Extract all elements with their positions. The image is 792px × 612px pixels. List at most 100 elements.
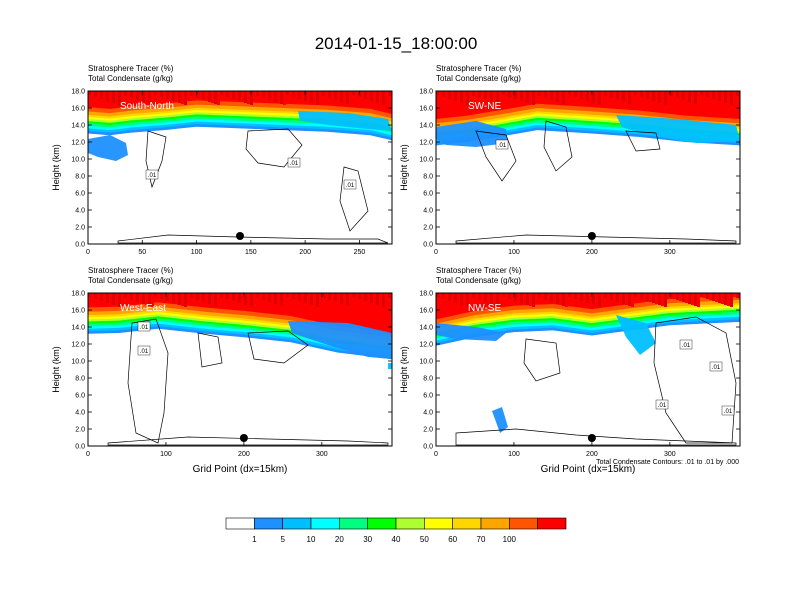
tracer-strip bbox=[199, 91, 202, 99]
tracer-strip bbox=[148, 293, 151, 306]
tracer-strip bbox=[550, 293, 553, 302]
tracer-strip bbox=[595, 91, 598, 104]
tracer-strip bbox=[169, 293, 172, 302]
tracer-strip bbox=[586, 293, 589, 303]
tracer-strip bbox=[352, 91, 355, 95]
tracer-strip bbox=[121, 293, 124, 297]
y-tick-label: 0.0 bbox=[423, 242, 433, 249]
tracer-strip bbox=[103, 293, 106, 302]
tracer-blob bbox=[616, 115, 740, 143]
x-tick-label: 150 bbox=[245, 249, 257, 256]
panel-title-tracer: Stratosphere Tracer (%) bbox=[88, 266, 174, 275]
tracer-strip bbox=[703, 91, 706, 96]
tracer-blob bbox=[88, 135, 128, 161]
tracer-strip bbox=[295, 293, 298, 300]
y-tick-label: 10.0 bbox=[71, 157, 85, 164]
contour-label-box bbox=[679, 339, 693, 350]
tracer-strip bbox=[688, 91, 691, 102]
panel-title-condensate: Total Condensate (g/kg) bbox=[436, 74, 521, 83]
tracer-strip bbox=[577, 91, 580, 98]
tracer-strip bbox=[190, 91, 193, 96]
tracer-blob bbox=[436, 121, 508, 147]
tracer-strip bbox=[265, 293, 268, 301]
tracer-strip bbox=[181, 91, 184, 104]
tracer-strip bbox=[517, 293, 520, 302]
cross-section-label: NW-SE bbox=[468, 303, 501, 314]
tracer-strip bbox=[127, 91, 130, 97]
tracer-strip bbox=[388, 293, 391, 298]
condensate-contour bbox=[117, 234, 389, 244]
tracer-strip bbox=[115, 293, 118, 306]
tracer-strip bbox=[91, 293, 94, 298]
tracer-strip bbox=[469, 293, 472, 297]
tracer-strip bbox=[628, 293, 631, 306]
tracer-strip bbox=[202, 91, 205, 100]
tracer-strip bbox=[679, 91, 682, 99]
tracer-strip bbox=[457, 91, 460, 102]
tracer-strip bbox=[667, 91, 670, 95]
tracer-strip bbox=[532, 293, 535, 307]
y-tick-label: 2.0 bbox=[423, 225, 433, 232]
condensate-contour bbox=[455, 234, 737, 244]
tracer-strip bbox=[385, 293, 388, 297]
colorbar-label: 30 bbox=[363, 535, 372, 544]
x-tick-label: 200 bbox=[586, 451, 598, 458]
tracer-strip bbox=[703, 293, 706, 298]
y-tick-label: 18.0 bbox=[419, 89, 433, 96]
tracer-strip bbox=[331, 293, 334, 301]
tracer-strip bbox=[547, 293, 550, 301]
y-tick-label: 2.0 bbox=[75, 225, 85, 232]
x-tick-label: 100 bbox=[160, 451, 172, 458]
tracer-strip bbox=[502, 293, 505, 297]
tracer-strip bbox=[463, 293, 466, 306]
tracer-strip bbox=[313, 293, 316, 306]
tracer-strip bbox=[511, 293, 514, 300]
tracer-strip bbox=[715, 91, 718, 100]
y-axis-label: Height (km) bbox=[399, 346, 409, 393]
y-tick-label: 0.0 bbox=[423, 444, 433, 451]
tracer-strip bbox=[151, 91, 154, 105]
tracer-strip bbox=[322, 91, 325, 96]
tracer-strip bbox=[487, 91, 490, 101]
y-tick-label: 4.0 bbox=[423, 208, 433, 215]
contour-label: .01 bbox=[658, 403, 667, 409]
tracer-strip bbox=[292, 91, 295, 97]
x-tick-label: 200 bbox=[238, 451, 250, 458]
tracer-strip bbox=[472, 293, 475, 298]
x-tick-label: 0 bbox=[86, 249, 90, 256]
tracer-strip bbox=[475, 91, 478, 97]
tracer-strip bbox=[682, 91, 685, 100]
tracer-strip bbox=[589, 91, 592, 102]
contour-label-box bbox=[343, 179, 357, 190]
contour-label-box bbox=[655, 399, 669, 410]
tracer-strip bbox=[205, 91, 208, 101]
tracer-strip bbox=[502, 91, 505, 95]
tracer-strip bbox=[454, 91, 457, 101]
tracer-strip bbox=[253, 91, 256, 95]
tracer-strip bbox=[724, 91, 727, 103]
y-axis-label: Height (km) bbox=[399, 144, 409, 191]
contour-label: .01 bbox=[712, 365, 721, 371]
tracer-strip bbox=[688, 293, 691, 304]
contour-label: .01 bbox=[346, 183, 355, 189]
plot-frame bbox=[87, 292, 393, 447]
tracer-strip bbox=[601, 293, 604, 297]
panel-title-condensate: Total Condensate (g/kg) bbox=[88, 276, 173, 285]
colorbar: 1 5 10 20 30 40 50 60 70 100 bbox=[225, 517, 567, 544]
plot-frame bbox=[435, 292, 741, 447]
y-axis-label: Height (km) bbox=[51, 346, 61, 393]
x-axis-label: Grid Point (dx=15km) bbox=[541, 464, 636, 475]
location-marker bbox=[587, 232, 596, 240]
tracer-strip bbox=[613, 91, 616, 99]
tracer-strip bbox=[649, 293, 652, 302]
x-axis-label: Grid Point (dx=15km) bbox=[193, 464, 288, 475]
tracer-strip bbox=[733, 293, 736, 297]
y-tick-label: 8.0 bbox=[423, 376, 433, 383]
tracer-strip bbox=[220, 293, 223, 297]
tracer-strip bbox=[292, 293, 295, 299]
contour-label-box bbox=[721, 405, 735, 416]
y-tick-label: 14.0 bbox=[419, 123, 433, 130]
tracer-strip bbox=[535, 91, 538, 95]
tracer-strip bbox=[274, 91, 277, 102]
tracer-strip bbox=[592, 91, 595, 103]
